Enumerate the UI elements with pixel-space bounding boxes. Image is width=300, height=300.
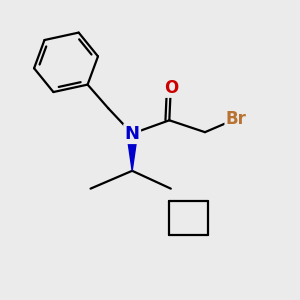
Text: Br: Br [226,110,247,128]
Text: O: O [164,79,178,97]
Polygon shape [127,134,137,171]
Text: N: N [125,125,140,143]
